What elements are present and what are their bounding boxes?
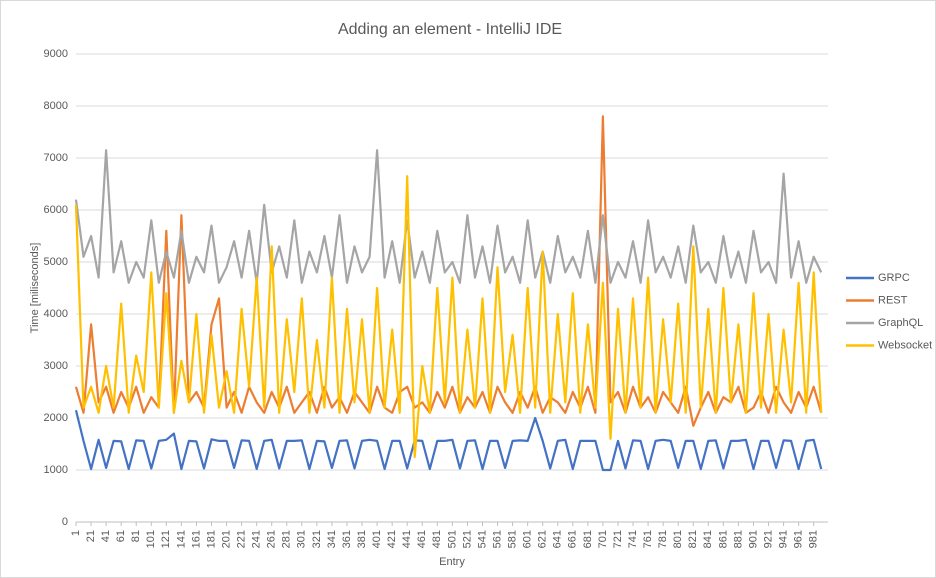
x-tick-label: 401 (371, 530, 383, 548)
x-tick-label: 581 (507, 530, 519, 548)
x-tick-label: 21 (85, 530, 97, 542)
chart-title: Adding an element - IntelliJ IDE (338, 21, 562, 38)
x-tick-label: 261 (266, 530, 278, 548)
y-tick-label: 7000 (44, 152, 68, 164)
y-tick-label: 4000 (44, 308, 68, 320)
x-tick-label: 741 (627, 530, 639, 548)
x-tick-label: 361 (341, 530, 353, 548)
x-tick-label: 321 (311, 530, 323, 548)
x-tick-label: 181 (205, 530, 217, 548)
x-tick-label: 121 (160, 530, 172, 548)
x-tick-label: 821 (687, 530, 699, 548)
x-tick-label: 161 (190, 530, 202, 548)
x-tick-label: 61 (115, 530, 127, 542)
y-axis-label: Time [miliseconds] (29, 243, 41, 334)
y-tick-label: 9000 (44, 48, 68, 60)
x-tick-label: 81 (130, 530, 142, 542)
series-line (74, 409, 823, 472)
y-tick-label: 1000 (44, 464, 68, 476)
x-tick-label: 501 (446, 530, 458, 548)
x-tick-label: 381 (356, 530, 368, 548)
x-tick-label: 661 (567, 530, 579, 548)
x-tick-label: 461 (416, 530, 428, 548)
x-tick-label: 561 (491, 530, 503, 548)
y-tick-label: 0 (62, 516, 68, 528)
y-tick-label: 5000 (44, 256, 68, 268)
x-tick-label: 221 (236, 530, 248, 548)
series-line (74, 149, 823, 284)
x-tick-label: 41 (100, 530, 112, 542)
x-tick-label: 681 (582, 530, 594, 548)
legend-label: Websocket (878, 339, 932, 351)
x-tick-label: 961 (793, 530, 805, 548)
x-tick-label: 801 (672, 530, 684, 548)
x-tick-label: 901 (747, 530, 759, 548)
x-tick-label: 781 (657, 530, 669, 548)
x-tick-label: 481 (431, 530, 443, 548)
x-tick-label: 981 (808, 530, 820, 548)
x-tick-label: 841 (702, 530, 714, 548)
x-tick-label: 621 (537, 530, 549, 548)
x-tick-label: 541 (476, 530, 488, 548)
x-tick-label: 301 (296, 530, 308, 548)
x-axis-label: Entry (439, 556, 465, 568)
x-tick-label: 861 (717, 530, 729, 548)
legend-label: GraphQL (878, 317, 923, 329)
y-tick-label: 3000 (44, 360, 68, 372)
x-tick-label: 101 (145, 530, 157, 548)
series-line (74, 175, 823, 459)
x-tick-label: 141 (175, 530, 187, 548)
x-tick-label: 921 (762, 530, 774, 548)
x-tick-label: 1 (70, 530, 82, 536)
x-tick-label: 761 (642, 530, 654, 548)
x-tick-label: 721 (612, 530, 624, 548)
x-tick-label: 881 (732, 530, 744, 548)
x-tick-label: 441 (401, 530, 413, 548)
legend-label: GRPC (878, 272, 910, 284)
x-tick-label: 641 (552, 530, 564, 548)
x-tick-label: 341 (326, 530, 338, 548)
x-tick-label: 941 (777, 530, 789, 548)
y-tick-label: 8000 (44, 100, 68, 112)
x-tick-label: 241 (251, 530, 263, 548)
y-tick-label: 2000 (44, 412, 68, 424)
legend-label: REST (878, 294, 908, 306)
y-tick-label: 6000 (44, 204, 68, 216)
x-tick-label: 601 (522, 530, 534, 548)
x-tick-label: 281 (281, 530, 293, 548)
series-line (74, 115, 823, 427)
x-tick-label: 701 (597, 530, 609, 548)
x-tick-label: 521 (461, 530, 473, 548)
x-tick-label: 421 (386, 530, 398, 548)
x-tick-label: 201 (220, 530, 232, 548)
